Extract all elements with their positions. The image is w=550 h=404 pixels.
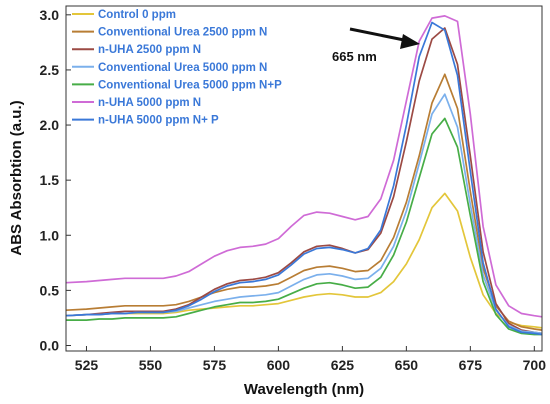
x-tick-label-3: 600 (267, 357, 291, 373)
series-layer (65, 15, 543, 336)
x-tick-label-0: 525 (75, 357, 99, 373)
x-tick-label-4: 625 (331, 357, 355, 373)
legend-label-3: Conventional Urea 5000 ppm N (98, 62, 267, 74)
tick-layer: 525 550 575 600 625 650 675 700 0.0 0.5 1.0 1.5 2.0 2… (40, 7, 547, 373)
y-tick-label-0: 0.0 (40, 337, 60, 353)
series-line-0 (65, 192, 543, 329)
legend-label-4: Conventional Urea 5000 ppm N+P (98, 79, 282, 91)
y-axis-title: ABS Absorbtion (a.u.) (8, 100, 25, 255)
peak-arrow-head (400, 34, 420, 49)
legend-label-6: n-UHA 5000 ppm N+ P (98, 115, 219, 127)
peak-annotation-text: 665 nm (332, 49, 377, 64)
x-tick-label-6: 675 (459, 357, 483, 373)
peak-annotation: 665 nm (332, 27, 420, 64)
x-axis-title: Wavelength (nm) (244, 381, 364, 398)
y-tick-label-1: 0.5 (40, 282, 60, 298)
legend-label-5: n-UHA 5000 ppm N (98, 97, 201, 109)
x-tick-label-2: 575 (203, 357, 227, 373)
x-tick-label-1: 550 (139, 357, 163, 373)
series-line-5 (65, 15, 543, 318)
y-tick-label-5: 2.5 (40, 62, 60, 78)
y-tick-label-6: 3.0 (40, 7, 60, 23)
legend-label-2: n-UHA 2500 ppm N (98, 44, 201, 56)
x-tick-label-7: 700 (523, 357, 547, 373)
series-line-2 (65, 27, 543, 335)
series-line-6 (65, 21, 543, 336)
legend-label-0: Control 0 ppm (98, 9, 176, 21)
series-line-1 (65, 73, 543, 331)
series-line-4 (66, 117, 542, 336)
peak-arrow-shaft (349, 27, 410, 43)
plot-frame (65, 5, 543, 352)
legend: Control 0 ppm Conventional Urea 2500 ppm … (72, 9, 282, 127)
legend-label-1: Conventional Urea 2500 ppm N (98, 27, 267, 39)
x-tick-label-5: 650 (395, 357, 419, 373)
y-tick-label-2: 1.0 (40, 227, 60, 243)
y-tick-label-3: 1.5 (40, 172, 60, 188)
y-tick-label-4: 2.0 (40, 117, 60, 133)
